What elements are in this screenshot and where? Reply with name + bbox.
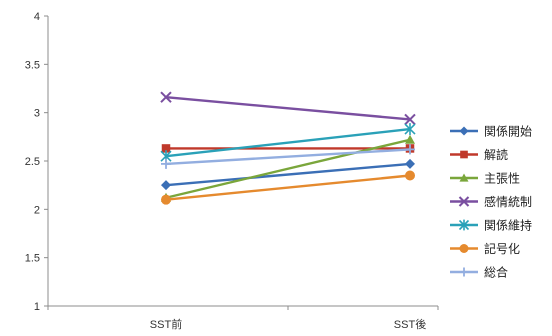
data-point — [161, 180, 171, 191]
data-point — [458, 219, 470, 231]
y-tick-label: 2.5 — [25, 156, 40, 168]
legend-label: 感情統制 — [484, 194, 532, 209]
legend-item: 関係維持 — [450, 218, 532, 233]
data-point — [458, 196, 470, 207]
data-point — [405, 158, 415, 169]
y-tick-label: 1.5 — [25, 253, 40, 265]
data-point — [161, 158, 171, 169]
data-point — [405, 170, 415, 181]
legend-item: 解読 — [450, 147, 508, 162]
x-tick-label: SST前 — [150, 317, 182, 331]
data-point — [405, 134, 415, 144]
data-point — [160, 91, 172, 103]
legend-item: 主張性 — [450, 172, 520, 186]
legend-item: 感情統制 — [450, 194, 532, 209]
data-point — [405, 144, 415, 155]
data-point — [459, 267, 469, 277]
series-line — [165, 96, 411, 121]
y-tick-label: 2 — [34, 204, 40, 216]
y-tick-label: 4 — [34, 11, 40, 23]
series-line — [165, 148, 411, 166]
legend-item: 記号化 — [450, 241, 520, 256]
y-tick-label: 3 — [34, 108, 40, 120]
legend-item: 関係開始 — [450, 125, 532, 139]
legend-label: 関係維持 — [484, 218, 532, 233]
x-tick-label: SST後 — [394, 317, 426, 331]
legend-label: 記号化 — [484, 241, 520, 256]
data-point — [404, 123, 416, 136]
y-tick-label: 1 — [34, 301, 40, 313]
legend-label: 関係開始 — [484, 125, 532, 139]
data-point — [459, 126, 469, 136]
data-point — [404, 113, 416, 126]
legend-label: 主張性 — [484, 172, 520, 186]
data-point — [459, 173, 469, 182]
data-point — [161, 144, 171, 153]
data-point — [460, 150, 468, 159]
series-line — [165, 127, 411, 158]
y-tick-label: 3.5 — [25, 59, 40, 71]
data-point — [459, 244, 469, 253]
data-point — [161, 194, 171, 205]
legend-label: 総合 — [484, 265, 508, 280]
legend-label: 解読 — [484, 147, 508, 162]
series-line — [165, 162, 411, 187]
series-line — [165, 138, 411, 199]
legend-item: 総合 — [450, 265, 508, 280]
series-line — [165, 174, 411, 201]
